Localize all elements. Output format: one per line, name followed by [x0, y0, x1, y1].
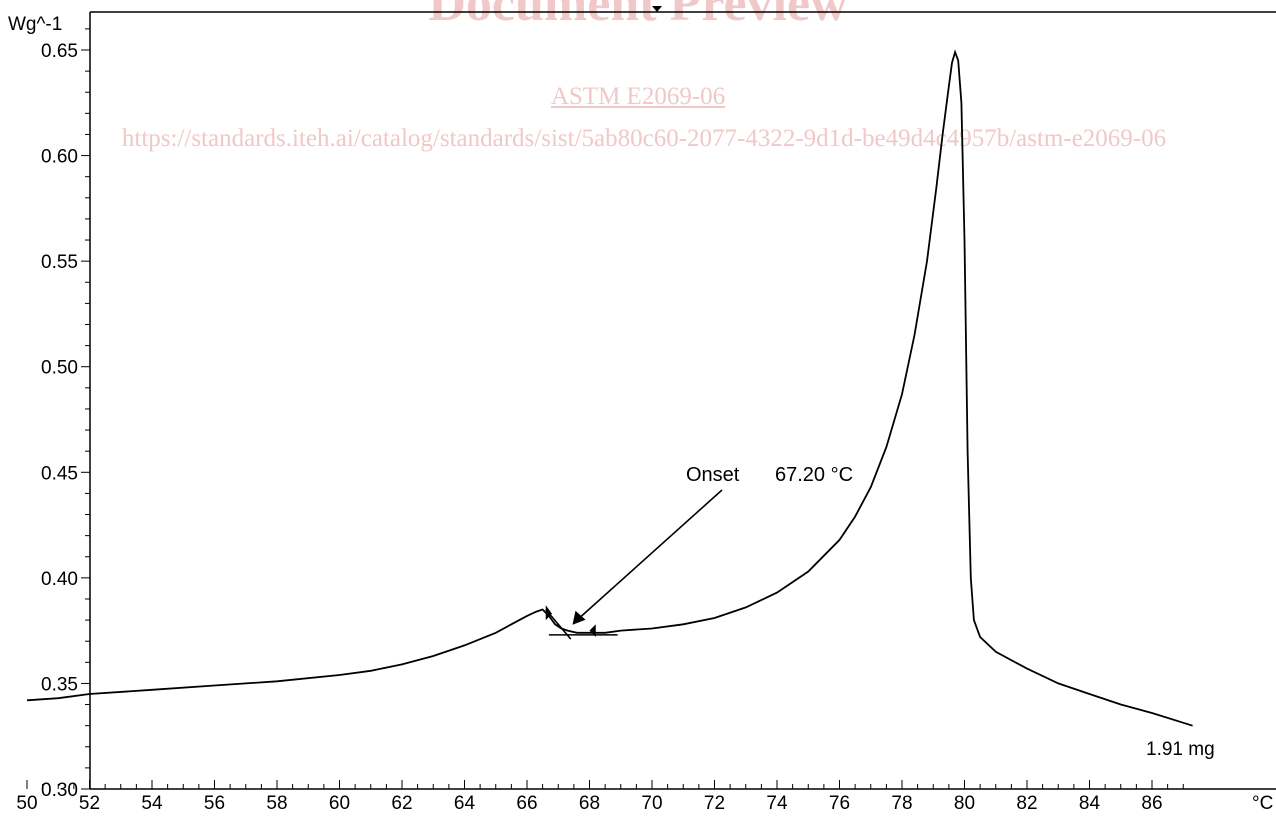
y-tick-label: 0.60: [41, 147, 78, 168]
tangent-marker: [545, 605, 552, 621]
x-tick-label: 84: [1079, 793, 1101, 814]
x-tick-label: 82: [1016, 793, 1037, 814]
x-tick-label: 78: [891, 793, 912, 814]
y-tick-label: 0.35: [41, 674, 78, 695]
x-tick-label: 60: [329, 793, 350, 814]
x-tick-label: 64: [454, 793, 476, 814]
x-tick-label: 54: [141, 793, 163, 814]
top-marker: [652, 6, 662, 12]
chart-marks: Onset 67.20 °C 1.91 mg: [26, 49, 1215, 760]
x-tick-label: 72: [704, 793, 725, 814]
axes: 0.30 0.35 0.40 0.45 0.50 0.55 0.60 0.65 Wg^-1 50 5…: [8, 6, 1276, 814]
x-axis-label: °C: [1252, 793, 1273, 814]
onset-value: 67.20 °C: [775, 464, 853, 486]
x-tick-label: 52: [79, 793, 100, 814]
watermark-url: https://standards.iteh.ai/catalog/standa…: [121, 125, 1167, 152]
onset-label: Onset: [686, 464, 740, 486]
onset-arrow-line: [577, 489, 723, 620]
x-tick-label: 50: [16, 793, 37, 814]
x-tick-label: 56: [204, 793, 225, 814]
y-tick-label: 0.65: [41, 41, 78, 62]
x-tick-label: 76: [829, 793, 850, 814]
x-tick-label: 68: [579, 793, 600, 814]
x-tick-label: 70: [641, 793, 662, 814]
x-tick-label: 66: [516, 793, 537, 814]
x-tick-label: 62: [391, 793, 412, 814]
x-tick-label: 58: [266, 793, 287, 814]
y-tick-label: 0.55: [41, 252, 78, 273]
watermark-title: Document Preview: [428, 0, 848, 32]
x-tick-label: 86: [1141, 793, 1162, 814]
y-tick-label: 0.45: [41, 463, 78, 484]
y-tick-label: 0.30: [41, 780, 78, 801]
dsc-curve: [26, 49, 1193, 727]
tangent-marker: [589, 624, 596, 637]
y-axis-label: Wg^-1: [8, 14, 62, 35]
x-tick-label: 80: [954, 793, 975, 814]
y-tick-label: 0.40: [41, 569, 78, 590]
watermark-link[interactable]: ASTM E2069-06: [550, 83, 726, 110]
onset-arrow-head: [572, 610, 586, 625]
y-tick-label: 0.50: [41, 358, 78, 379]
sample-mass-label: 1.91 mg: [1146, 739, 1215, 760]
x-tick-label: 74: [766, 793, 788, 814]
